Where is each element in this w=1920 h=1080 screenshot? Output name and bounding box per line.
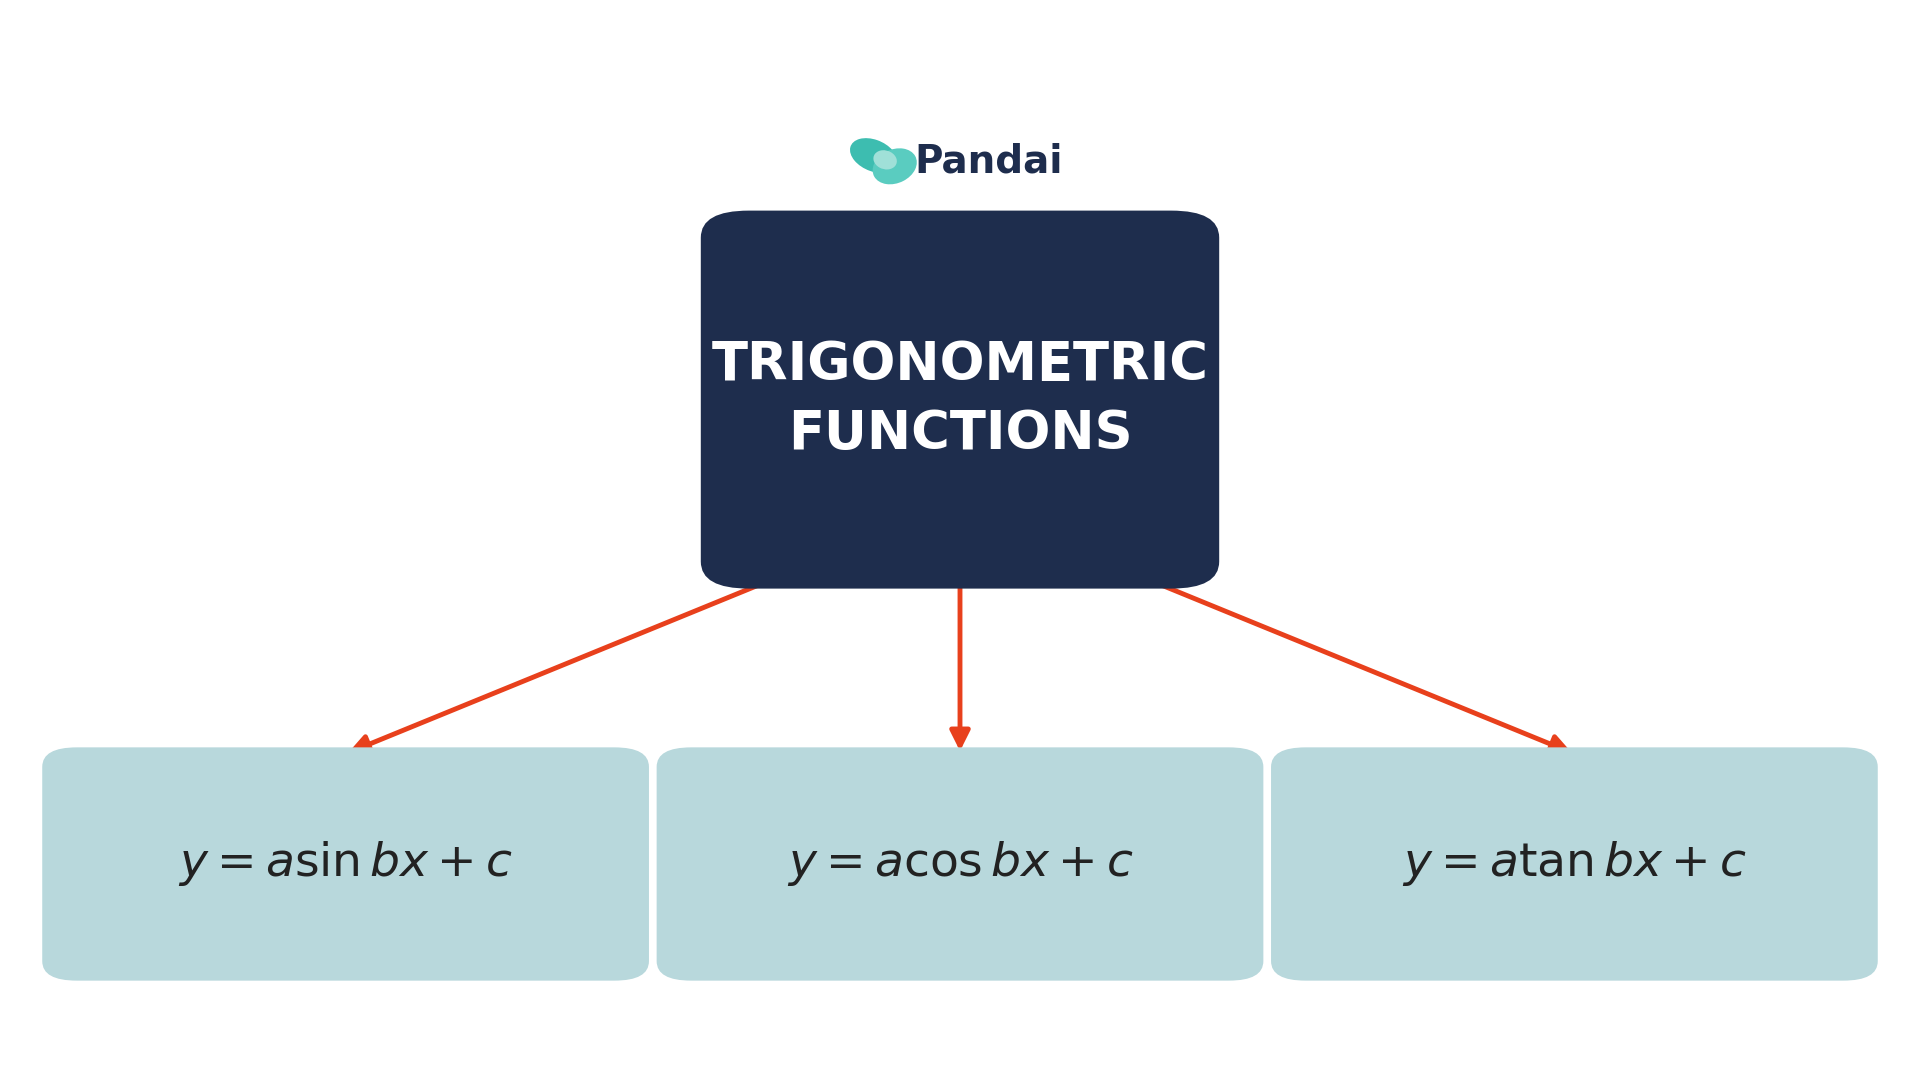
FancyBboxPatch shape [42,747,649,981]
Text: $y = a\tan bx + c$: $y = a\tan bx + c$ [1402,839,1747,889]
FancyBboxPatch shape [701,211,1219,589]
Ellipse shape [872,148,918,185]
Text: $y = a\sin bx + c$: $y = a\sin bx + c$ [179,839,513,889]
FancyBboxPatch shape [657,747,1263,981]
Text: $y = a\cos bx + c$: $y = a\cos bx + c$ [787,839,1133,889]
Ellipse shape [851,138,897,173]
Text: TRIGONOMETRIC
FUNCTIONS: TRIGONOMETRIC FUNCTIONS [712,339,1208,460]
FancyBboxPatch shape [1271,747,1878,981]
Text: Pandai: Pandai [914,143,1064,181]
Ellipse shape [874,150,897,170]
